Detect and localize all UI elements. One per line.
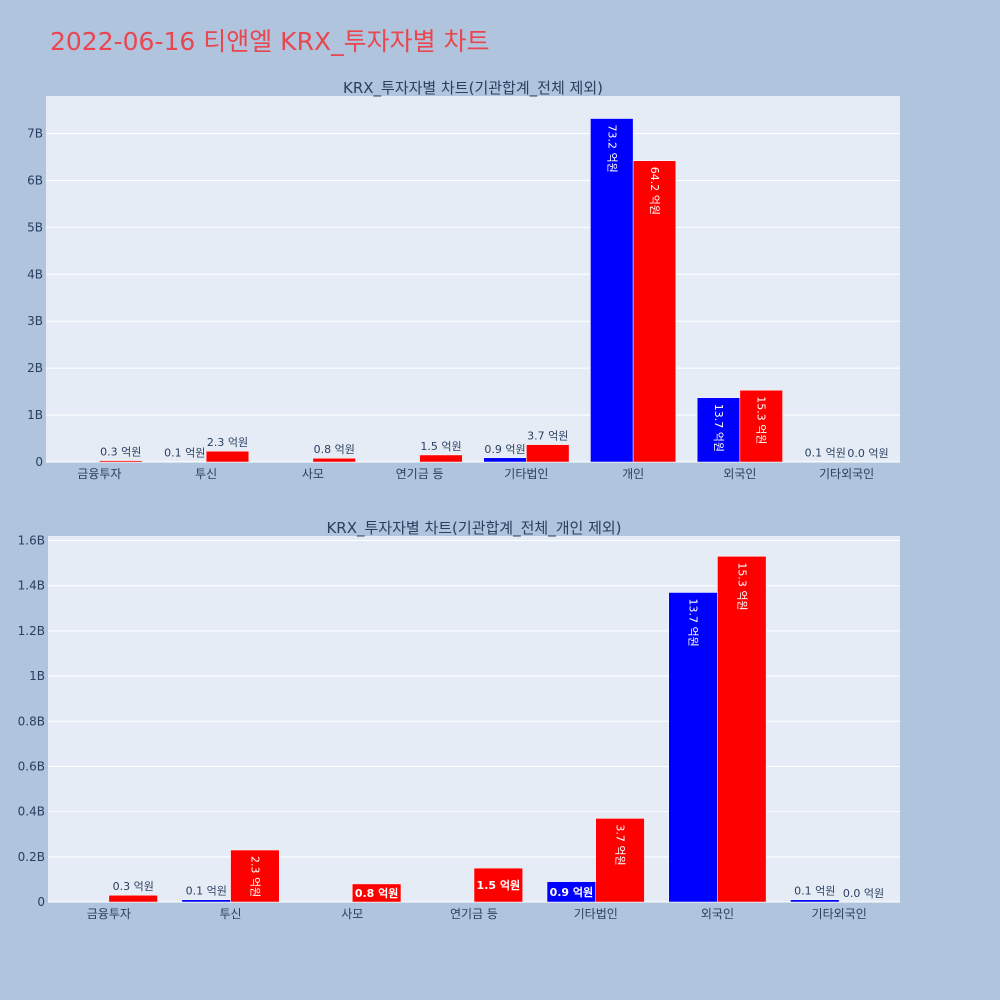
x-tick-label: 투신 — [195, 467, 217, 481]
x-tick-label: 개인 — [622, 467, 644, 481]
plot-area — [48, 536, 900, 902]
bar — [739, 389, 783, 463]
x-tick-label: 금융투자 — [77, 467, 121, 481]
bar — [312, 457, 356, 463]
bar-data-label: 15.3 억원 — [755, 396, 768, 444]
x-tick-label: 연기금 등 — [396, 467, 444, 481]
bar-data-label: 0.3 억원 — [113, 880, 154, 893]
y-tick-label: 0.6B — [18, 759, 45, 773]
y-tick-label: 1.2B — [18, 624, 45, 638]
bar — [632, 160, 677, 463]
y-tick-label: 0.8B — [18, 714, 45, 728]
bar-data-label: 2.3 억원 — [248, 856, 261, 897]
bar-data-label: 1.5 억원 — [420, 440, 461, 453]
bar — [352, 883, 402, 903]
x-tick-label: 외국인 — [701, 907, 734, 921]
x-tick-label: 연기금 등 — [450, 907, 498, 921]
bar-data-label: 0.8 억원 — [355, 886, 399, 900]
y-tick-label: 1.4B — [18, 579, 45, 593]
bar-data-label: 1.5 억원 — [477, 878, 521, 892]
bar-data-label: 15.3 억원 — [735, 562, 748, 610]
x-tick-label: 기타법인 — [574, 907, 618, 921]
x-tick-label: 외국인 — [723, 467, 756, 481]
chart-title: KRX_투자자별 차트(기관합계_전체_개인 제외) — [326, 519, 621, 538]
chart-excluding-institutions: KRX_투자자별 차트(기관합계_전체 제외) 0 1B 2B 3B 4B 5B 6B 7B 금융… — [27, 79, 900, 481]
bar-data-label: 0.9 억원 — [484, 443, 525, 456]
bar — [99, 460, 143, 463]
bar — [590, 118, 634, 463]
bar-data-label: 0.9 억원 — [550, 885, 594, 899]
bar-data-label: 0.1 억원 — [164, 447, 205, 460]
bar — [419, 454, 463, 463]
y-tick-label: 2B — [27, 361, 43, 375]
y-tick-label: 4B — [27, 267, 43, 281]
bar — [473, 867, 523, 903]
bar — [595, 818, 645, 903]
bar — [181, 899, 231, 903]
x-tick-label: 사모 — [302, 467, 324, 481]
y-tick-label: 1B — [29, 669, 45, 683]
bar — [696, 397, 741, 463]
bar-data-label: 2.3 억원 — [207, 436, 248, 449]
bar-data-label: 0.1 억원 — [794, 885, 835, 898]
page-title: 2022-06-16 티앤엘 KRX_투자자별 차트 — [50, 27, 490, 56]
x-tick-label: 사모 — [341, 907, 363, 921]
y-tick-label: 0.2B — [18, 850, 45, 864]
x-tick-label: 금융투자 — [87, 907, 131, 921]
y-tick-label: 7B — [27, 127, 43, 141]
y-tick-label: 1B — [27, 408, 43, 422]
y-tick-label: 3B — [27, 314, 43, 328]
bar-data-label: 0.0 억원 — [847, 447, 888, 460]
bar-data-label: 13.7 억원 — [712, 404, 725, 452]
bar — [526, 444, 570, 463]
chart-title: KRX_투자자별 차트(기관합계_전체 제외) — [343, 79, 603, 98]
chart-excluding-institutions-and-individuals: KRX_투자자별 차트(기관합계_전체_개인 제외) 0 0.2B 0.4B 0.6B 0… — [18, 519, 900, 921]
bar-data-label: 13.7 억원 — [687, 598, 700, 646]
bar-data-label: 0.3 억원 — [100, 446, 141, 459]
y-tick-label: 6B — [27, 173, 43, 187]
bar-data-label: 0.0 억원 — [843, 887, 884, 900]
y-tick-label: 5B — [27, 220, 43, 234]
bar — [230, 849, 280, 903]
bar-data-label: 3.7 억원 — [614, 824, 627, 865]
x-tick-label: 기타외국인 — [819, 467, 874, 481]
bar — [717, 556, 767, 903]
bar-data-label: 3.7 억원 — [527, 430, 568, 443]
x-tick-label: 기타법인 — [504, 467, 548, 481]
bar — [668, 592, 718, 903]
y-tick-label: 0 — [37, 895, 45, 909]
bar-data-label: 0.1 억원 — [805, 447, 846, 460]
x-tick-label: 투신 — [220, 907, 242, 921]
bar — [790, 899, 840, 903]
bar — [205, 450, 250, 463]
y-tick-label: 1.6B — [18, 534, 45, 548]
bar-data-label: 0.8 억원 — [314, 443, 355, 456]
y-tick-label: 0.4B — [18, 805, 45, 819]
bar-data-label: 73.2 억원 — [605, 125, 618, 173]
x-tick-label: 기타외국인 — [812, 907, 867, 921]
bar — [483, 457, 527, 463]
bar — [108, 894, 158, 903]
bar-data-label: 0.1 억원 — [186, 885, 227, 898]
y-tick-label: 0 — [35, 455, 43, 469]
bar-data-label: 64.2 억원 — [648, 167, 661, 215]
